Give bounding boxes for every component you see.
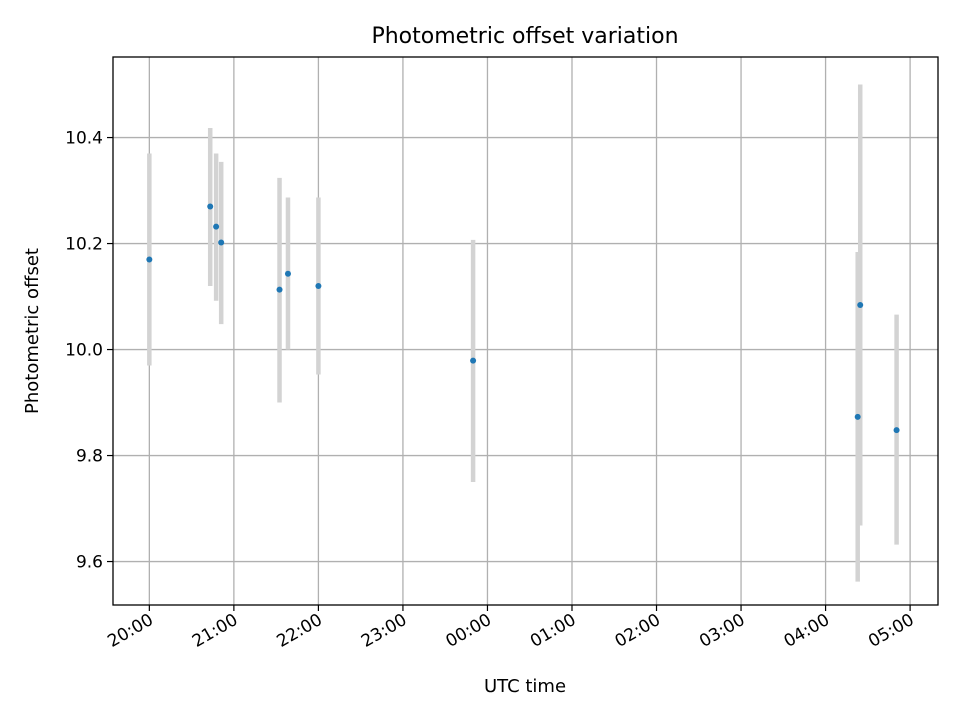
y-tick-label: 10.2 [65,235,103,255]
data-point [893,427,900,434]
chart-title: Photometric offset variation [371,24,678,49]
data-point [857,302,864,309]
data-points [146,203,900,434]
grid [113,57,938,605]
y-tick-label: 10.0 [65,341,103,361]
x-axis-label: UTC time [484,676,566,697]
data-point [218,239,225,246]
data-point [470,357,477,364]
data-point [207,203,214,210]
data-point [276,286,283,293]
data-point [213,223,220,230]
plot-frame [112,56,939,606]
y-tick-label: 10.4 [65,129,103,149]
y-tick-label: 9.6 [76,553,103,573]
data-point [854,413,861,420]
data-point [146,256,153,263]
y-axis-ticks: 9.6 9.8 10.0 10.2 10.4 [65,129,113,573]
data-point [315,282,322,289]
y-tick-label: 9.8 [76,447,103,467]
data-point [284,270,291,277]
y-axis-label: Photometric offset [22,248,43,414]
